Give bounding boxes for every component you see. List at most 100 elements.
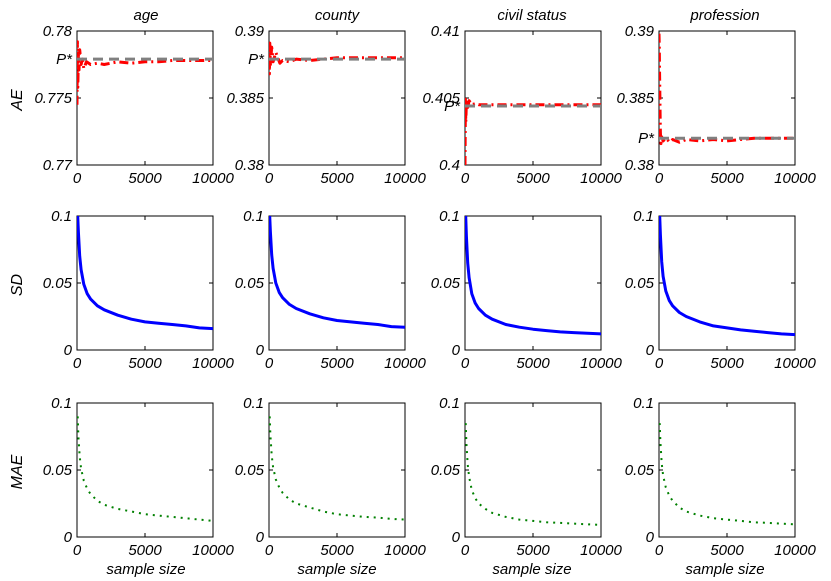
x-tick-label: 10000 [580, 542, 622, 559]
plot-frame [76, 30, 214, 166]
panel-sd-civil-status: 0 5000 10000 0 0.05 0.1 [431, 208, 623, 372]
x-tick-label: 0 [655, 170, 664, 187]
y-tick-label: 0.78 [43, 23, 73, 40]
x-tick-label: 5000 [320, 170, 354, 187]
x-tick-label: 5000 [710, 355, 744, 372]
y-tick-label: 0.39 [235, 23, 265, 40]
x-tick-label: 10000 [774, 542, 816, 559]
plot-frame [464, 30, 602, 166]
y-tick-label: 0.385 [226, 90, 264, 107]
column-title-profession: profession [689, 7, 759, 24]
y-tick-label: 0.05 [625, 275, 655, 292]
row-label-sd: SD [9, 273, 26, 296]
y-tick-label: 0.05 [625, 462, 655, 479]
plot-frame [76, 402, 214, 538]
y-tick-label: 0.05 [431, 462, 461, 479]
y-tick-label: 0.405 [422, 90, 460, 107]
plot-frame [464, 402, 602, 538]
panel-mae-civil-status: 0 5000 10000 0 0.05 0.1 [431, 395, 623, 559]
x-tick-label: 0 [265, 170, 274, 187]
x-axis-label-civil-status: sample size [492, 561, 571, 578]
x-axis-label-profession: sample size [685, 561, 764, 578]
plot-frame [464, 215, 602, 351]
ae-estimate-line [269, 41, 405, 76]
mae-line [465, 423, 601, 526]
y-tick-label: 0.1 [243, 395, 264, 412]
x-tick-label: 0 [461, 355, 470, 372]
x-tick-label: 0 [655, 355, 664, 372]
panel-ae-county: 0 5000 10000 0.38 0.385 0.39 P* [226, 23, 426, 187]
x-axis-label-county: sample size [297, 561, 376, 578]
x-tick-label: 0 [461, 170, 470, 187]
x-tick-label: 0 [73, 542, 82, 559]
column-title-civil-status: civil status [497, 7, 567, 24]
y-tick-label: 0.38 [235, 157, 265, 174]
row-label-mae: MAE [9, 454, 26, 489]
x-tick-label: 5000 [128, 170, 162, 187]
x-tick-label: 5000 [516, 542, 550, 559]
p-star-label: P* [248, 51, 265, 68]
panel-mae-profession: 0 5000 10000 0 0.05 0.1 [625, 395, 817, 559]
x-tick-label: 10000 [774, 170, 816, 187]
x-tick-label: 5000 [128, 355, 162, 372]
x-tick-label: 10000 [580, 170, 622, 187]
plot-frame [658, 215, 796, 351]
x-tick-label: 0 [73, 170, 82, 187]
x-tick-label: 0 [265, 542, 274, 559]
plot-frame [658, 402, 796, 538]
y-tick-label: 0.1 [243, 208, 264, 225]
y-tick-label: 0 [256, 529, 265, 546]
y-tick-label: 0.05 [235, 462, 265, 479]
y-tick-label: 0.05 [431, 275, 461, 292]
x-tick-label: 0 [265, 355, 274, 372]
y-tick-label: 0 [452, 529, 461, 546]
y-tick-label: 0 [452, 342, 461, 359]
y-tick-label: 0 [646, 529, 655, 546]
y-tick-label: 0 [64, 342, 73, 359]
y-tick-label: 0.38 [625, 157, 655, 174]
panel-sd-age: 0 5000 10000 0 0.05 0.1 [43, 208, 235, 372]
x-tick-label: 10000 [192, 355, 234, 372]
x-tick-label: 10000 [580, 355, 622, 372]
y-tick-label: 0 [646, 342, 655, 359]
p-star-label: P* [638, 130, 655, 147]
x-tick-label: 10000 [384, 170, 426, 187]
panel-sd-county: 0 5000 10000 0 0.05 0.1 [235, 208, 427, 372]
plot-frame [268, 30, 406, 166]
x-tick-label: 0 [461, 542, 470, 559]
plot-frame [658, 30, 796, 166]
y-tick-label: 0.05 [43, 275, 73, 292]
x-tick-label: 0 [73, 355, 82, 372]
x-axis-label-age: sample size [106, 561, 185, 578]
x-tick-label: 5000 [128, 542, 162, 559]
x-tick-label: 10000 [774, 355, 816, 372]
plot-frame [268, 402, 406, 538]
panel-mae-age: 0 5000 10000 0 0.05 0.1 [43, 395, 235, 559]
p-star-label: P* [56, 51, 73, 68]
column-title-age: age [133, 7, 158, 24]
x-tick-label: 10000 [192, 170, 234, 187]
column-title-county: county [315, 7, 361, 24]
plot-frame [76, 215, 214, 351]
x-tick-label: 5000 [516, 170, 550, 187]
panel-ae-age: 0 5000 10000 0.77 0.775 0.78 P* [34, 23, 234, 187]
p-star-label: P* [444, 98, 461, 115]
x-tick-label: 10000 [384, 542, 426, 559]
x-tick-label: 5000 [320, 542, 354, 559]
y-tick-label: 0.1 [439, 395, 460, 412]
y-tick-label: 0.1 [633, 208, 654, 225]
sd-line [465, 216, 601, 336]
y-tick-label: 0.05 [235, 275, 265, 292]
sd-line [77, 216, 213, 331]
sd-line [659, 216, 795, 337]
panel-sd-profession: 0 5000 10000 0 0.05 0.1 [625, 208, 817, 372]
y-tick-label: 0.1 [439, 208, 460, 225]
x-tick-label: 5000 [516, 355, 550, 372]
panel-mae-county: 0 5000 10000 0 0.05 0.1 [235, 395, 427, 559]
y-tick-label: 0.385 [616, 90, 654, 107]
row-label-ae: AE [9, 89, 26, 112]
y-tick-label: 0.77 [43, 157, 73, 174]
y-tick-label: 0.1 [51, 395, 72, 412]
